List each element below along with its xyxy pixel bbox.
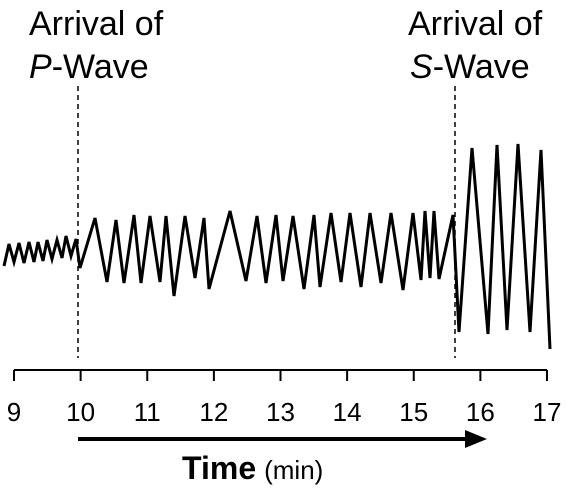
seismogram-trace [2,143,552,350]
tick-label: 12 [199,397,228,427]
tick-label: 11 [134,397,161,427]
time-axis-title-word: Time [182,450,256,486]
tick-label: 16 [466,397,495,427]
time-axis-title: Time (min) [182,450,323,486]
p-wave-label-line2: P-Wave [29,48,149,86]
time-arrow-head [465,430,487,448]
s-wave-label-line2: S-Wave [410,48,530,86]
s-wave-label-line1: Arrival of [408,5,543,43]
tick-label: 10 [66,397,95,427]
p-wave-label-line1: Arrival of [29,5,164,43]
tick-label: 15 [399,397,428,427]
p-wave-italic-letter: P [29,48,52,86]
tick-label: 13 [266,397,295,427]
tick-label: 14 [333,397,362,427]
p-wave-suffix: -Wave [52,48,149,86]
s-wave-italic-letter: S [410,48,433,86]
time-axis-ticks: 9 10 11 12 13 14 15 16 17 [7,370,562,427]
tick-label: 9 [7,397,21,427]
tick-label: 17 [533,397,562,427]
time-axis-unit: (min) [264,455,323,485]
s-wave-suffix: -Wave [433,48,530,86]
